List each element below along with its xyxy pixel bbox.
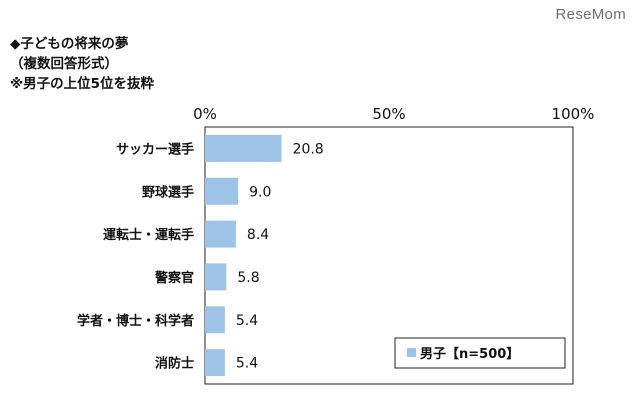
category-label: 消防士 [155,356,194,372]
bar [205,349,225,377]
resemom-logo: ReseMom [555,6,626,23]
value-label: 5.8 [237,270,259,286]
category-label: サッカー選手 [116,141,194,157]
title-line-1: ◆子どもの将来の夢 [10,36,129,52]
x-tick-label: 100% [552,105,595,123]
category-label: 野球選手 [142,184,194,200]
bar [205,263,227,291]
plot-area-frame [204,126,574,385]
x-tick-label: 0% [193,105,217,123]
value-label: 8.4 [247,227,269,243]
bar [205,134,282,162]
bars [205,134,282,377]
bar [205,177,239,205]
legend-swatch [407,348,416,357]
bar [205,306,225,334]
value-labels: 20.8 9.0 8.4 5.8 5.4 5.4 [236,141,324,371]
chart-title: ◆子どもの将来の夢 （複数回答形式） ※男子の上位5位を抜粋 [10,34,154,94]
value-label: 5.4 [236,356,258,372]
legend-box [394,337,566,369]
x-tick-label: 50% [372,105,405,123]
category-label: 学者・博士・科学者 [77,313,194,329]
value-label: 9.0 [249,184,271,200]
title-line-3: ※男子の上位5位を抜粋 [10,76,155,92]
legend-label: 男子【n=500】 [420,346,519,362]
legend: 男子【n=500】 [394,337,566,369]
category-label: 運転士・運転手 [103,227,194,243]
value-label: 20.8 [293,141,324,157]
value-label: 5.4 [236,313,258,329]
bar [205,220,236,248]
x-axis-ticks: 0% 50% 100% [193,105,594,123]
title-line-2: （複数回答形式） [10,56,118,72]
category-label: 警察官 [155,270,194,286]
